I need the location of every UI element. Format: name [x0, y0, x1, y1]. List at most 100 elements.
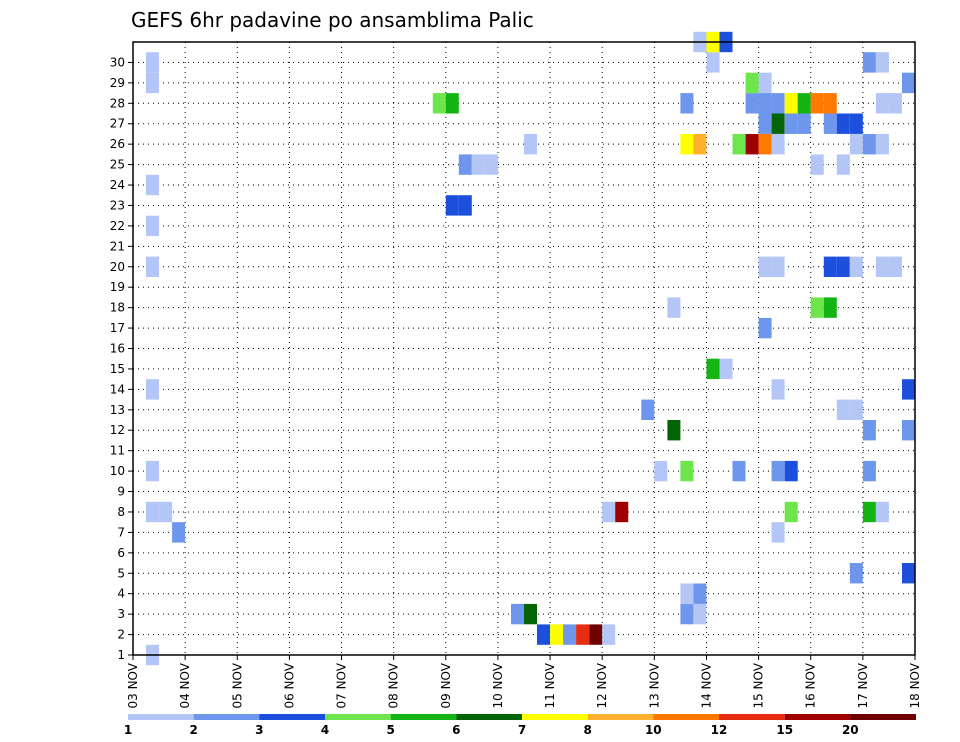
data-cell [706, 358, 720, 380]
color-scale-label: 3 [255, 723, 263, 737]
data-cell [902, 563, 915, 584]
data-cell [680, 134, 694, 155]
x-tick-label: 05 NOV [230, 662, 244, 708]
data-cell [641, 399, 655, 420]
y-tick-label: 29 [110, 76, 125, 90]
data-cell [823, 297, 837, 318]
color-scale-bar [128, 714, 916, 720]
data-cell [771, 256, 785, 277]
data-cell [862, 460, 876, 482]
data-cell [771, 134, 785, 155]
data-cell [602, 624, 616, 645]
y-tick-label: 30 [110, 55, 125, 69]
x-tick-label: 04 NOV [178, 662, 192, 708]
data-cell [810, 154, 824, 175]
color-scale-label: 12 [711, 723, 728, 737]
data-cell [836, 256, 850, 277]
data-cell [146, 215, 159, 237]
data-cell [146, 501, 159, 523]
color-scale-label: 7 [518, 723, 526, 737]
x-tick-label: 06 NOV [282, 662, 296, 708]
data-cell [849, 256, 863, 277]
data-cell [836, 154, 850, 175]
data-cell [902, 379, 915, 400]
data-cell [810, 297, 824, 318]
data-cell [849, 563, 863, 584]
y-tick-label: 24 [110, 178, 125, 192]
color-scale-swatch [522, 714, 588, 720]
color-scale-swatch [128, 714, 194, 720]
data-cell [771, 522, 785, 543]
data-cell [159, 501, 173, 523]
color-scale-label: 4 [321, 723, 329, 737]
data-cell [836, 113, 850, 134]
data-cell [797, 113, 811, 134]
x-tick-label: 07 NOV [335, 662, 349, 708]
y-tick-label: 21 [110, 239, 125, 253]
data-cell [484, 154, 498, 175]
data-cell [745, 93, 759, 114]
x-tick-label: 03 NOV [126, 662, 140, 708]
data-cell [784, 460, 798, 482]
data-cell [524, 603, 537, 625]
data-cell [146, 379, 159, 400]
data-cell [875, 256, 889, 277]
color-scale-label: 8 [584, 723, 592, 737]
data-cell [784, 113, 798, 134]
data-cell [615, 501, 629, 523]
data-cell [445, 195, 459, 216]
color-scale-swatch [390, 714, 457, 720]
data-cell [589, 624, 603, 645]
data-cell [849, 113, 863, 134]
y-axis-ticks: 1234567891011121314151617181920212223242… [110, 55, 133, 662]
data-cell [902, 72, 915, 94]
y-tick-label: 8 [117, 505, 125, 519]
data-cell [667, 297, 681, 318]
data-cell [432, 93, 446, 114]
y-tick-label: 10 [110, 464, 125, 478]
x-tick-label: 15 NOV [752, 662, 766, 708]
color-scale-label: 1 [124, 723, 132, 737]
color-scale-swatch [719, 714, 785, 720]
data-cell [745, 72, 759, 94]
data-cell [862, 501, 876, 523]
data-cell [667, 420, 681, 441]
data-cell [875, 52, 889, 73]
data-cell [745, 134, 759, 155]
data-cell [810, 93, 824, 114]
y-tick-label: 22 [110, 219, 125, 233]
data-cell [784, 501, 798, 523]
color-scale-swatch [325, 714, 391, 720]
x-tick-label: 16 NOV [804, 662, 818, 708]
x-tick-label: 17 NOV [856, 662, 870, 708]
y-tick-label: 23 [110, 198, 125, 212]
data-cell [771, 93, 785, 114]
data-cell [771, 113, 785, 134]
color-scale-label: 15 [776, 723, 793, 737]
data-cell [862, 420, 876, 441]
data-cell [732, 134, 746, 155]
data-cell [823, 256, 837, 277]
y-tick-label: 27 [110, 117, 125, 131]
color-scale-swatch [784, 714, 851, 720]
y-tick-label: 11 [110, 444, 125, 458]
data-cell [445, 93, 459, 114]
data-cell [797, 93, 811, 114]
y-tick-label: 16 [110, 342, 125, 356]
x-tick-label: 08 NOV [387, 662, 401, 708]
data-cell [680, 583, 694, 604]
data-cell [823, 113, 837, 134]
y-tick-label: 3 [117, 607, 125, 621]
data-cell [888, 93, 902, 114]
data-cell [758, 72, 772, 94]
x-axis-ticks: 03 NOV 04 NOV 05 NOV 06 NOV 07 NOV 08 NOV 09 N… [126, 655, 922, 709]
data-cell [146, 52, 159, 73]
data-cell [758, 134, 772, 155]
y-tick-label: 26 [110, 137, 125, 151]
data-cell [875, 93, 889, 114]
data-cell [524, 134, 537, 155]
y-tick-label: 5 [117, 566, 125, 580]
data-cell [888, 256, 902, 277]
data-cell [563, 624, 577, 645]
